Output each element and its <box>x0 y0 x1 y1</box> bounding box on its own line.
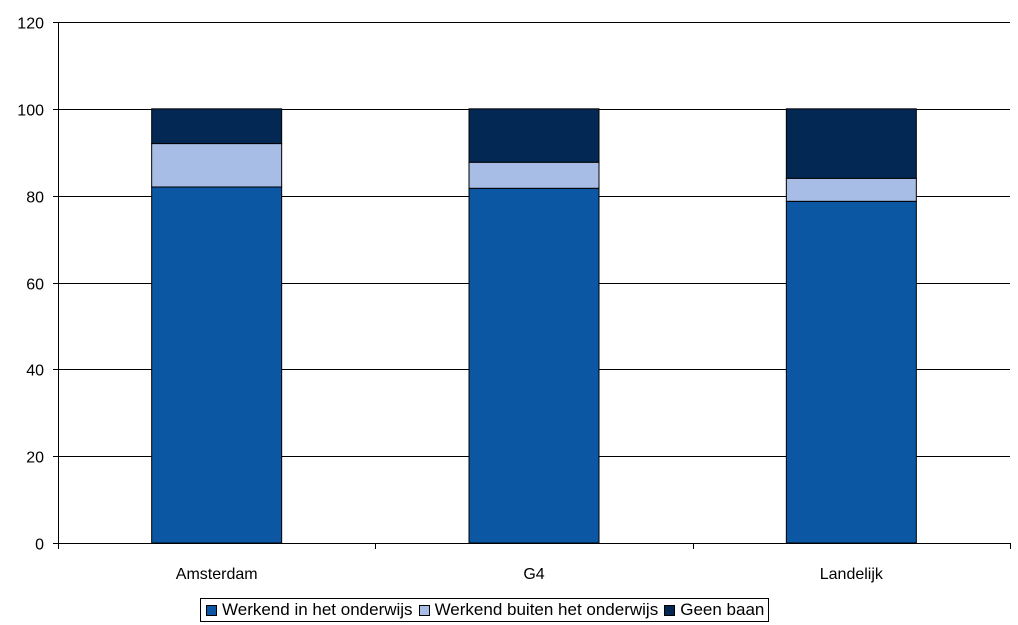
bar-segment <box>468 187 600 544</box>
bar-segment <box>785 200 917 544</box>
legend-swatch <box>664 604 676 616</box>
bar-segment <box>468 161 600 189</box>
x-tick-label: Landelijk <box>820 566 884 583</box>
legend-label: Werkend buiten het onderwijs <box>434 600 659 619</box>
legend-swatch <box>206 604 217 616</box>
bar-segment <box>151 108 283 145</box>
y-tick-label: 100 <box>17 103 44 120</box>
legend-swatch <box>418 604 430 616</box>
chart-legend: Werkend in het onderwijs Werkend buiten … <box>200 598 770 622</box>
y-tick-label: 80 <box>26 190 44 207</box>
legend-item-werkend-in-onderwijs: Werkend in het onderwijs <box>206 600 413 620</box>
y-tick-labels: 0 20 40 60 80 100 120 <box>17 16 44 554</box>
bar-segment <box>785 177 917 202</box>
bar-segment <box>151 143 283 188</box>
y-tick-label: 0 <box>35 537 44 554</box>
legend-label: Geen baan <box>680 600 765 619</box>
y-tick-label: 20 <box>26 450 44 467</box>
bar-stacks <box>151 108 917 544</box>
legend-item-werkend-buiten-onderwijs: Werkend buiten het onderwijs <box>418 600 659 620</box>
y-tick-label: 60 <box>26 277 44 294</box>
x-tick-label: Amsterdam <box>176 566 258 583</box>
axes <box>53 22 1011 549</box>
x-tick-label: G4 <box>523 566 544 583</box>
bar-segment <box>785 108 917 179</box>
bar-segment <box>151 186 283 544</box>
y-tick-label: 120 <box>17 16 44 33</box>
y-tick-label: 40 <box>26 363 44 380</box>
bar-segment <box>468 108 600 163</box>
legend-label: Werkend in het onderwijs <box>222 600 413 619</box>
legend-item-geen-baan: Geen baan <box>664 600 764 620</box>
x-category-labels: Amsterdam G4 Landelijk <box>176 566 884 583</box>
